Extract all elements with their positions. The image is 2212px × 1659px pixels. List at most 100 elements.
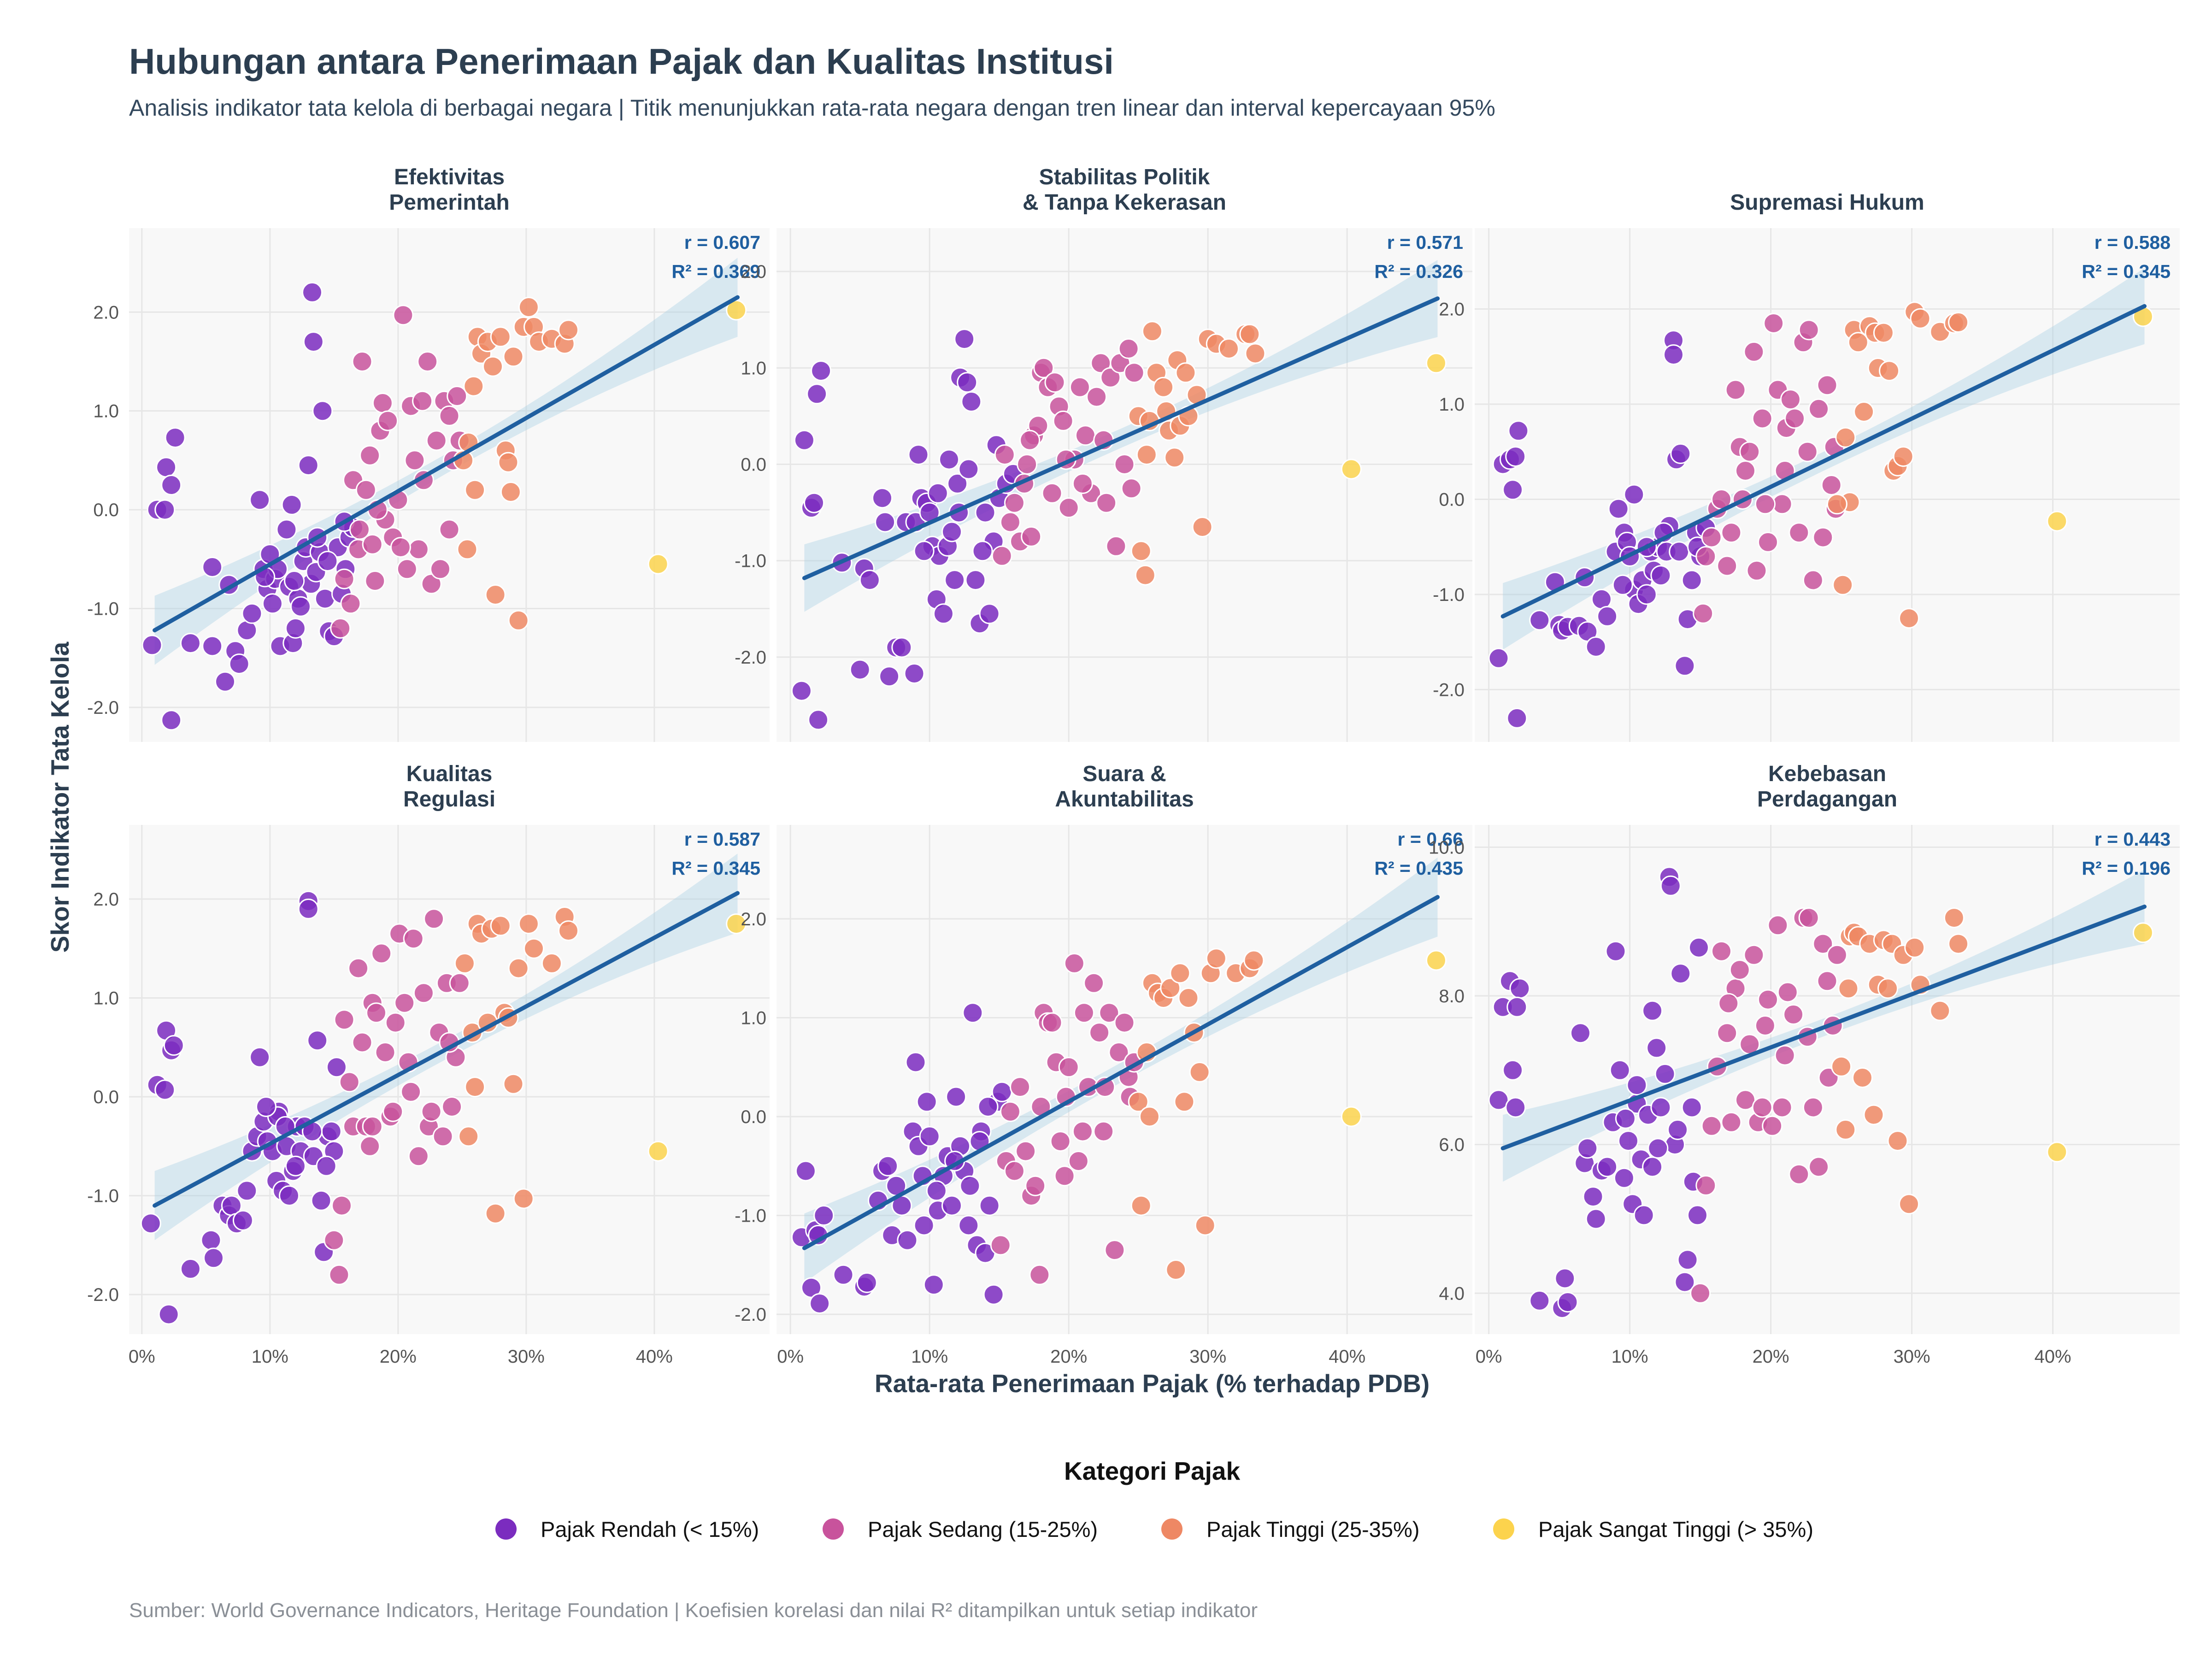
data-point[interactable] [875,512,896,533]
data-point[interactable] [1642,1156,1663,1177]
data-point[interactable] [939,449,959,470]
data-point[interactable] [1650,565,1671,586]
data-point[interactable] [1050,1131,1071,1152]
data-point[interactable] [1054,1165,1075,1187]
data-point[interactable] [158,1304,179,1325]
data-point[interactable] [165,427,186,448]
data-point[interactable] [1509,978,1530,999]
data-point[interactable] [558,920,579,941]
data-point[interactable] [1174,1091,1195,1112]
data-point[interactable] [977,1096,999,1117]
data-point[interactable] [1879,360,1900,382]
data-point[interactable] [1041,482,1063,504]
data-point[interactable] [806,383,828,405]
data-point[interactable] [1041,1012,1063,1033]
data-point[interactable] [1618,1130,1639,1152]
data-point[interactable] [317,551,338,572]
data-point[interactable] [961,391,982,412]
data-point[interactable] [371,943,392,964]
data-point[interactable] [421,1101,442,1122]
data-point[interactable] [180,633,201,654]
data-point[interactable] [959,1175,981,1196]
data-point[interactable] [359,445,381,466]
data-point[interactable] [1767,915,1788,936]
data-point[interactable] [795,1160,816,1182]
data-point[interactable] [1141,321,1163,342]
data-point[interactable] [465,1077,486,1098]
data-point[interactable] [791,680,812,701]
data-point[interactable] [808,709,829,730]
data-point[interactable] [1577,1138,1598,1159]
data-point[interactable] [276,519,297,540]
data-point[interactable] [944,570,965,591]
data-point[interactable] [1100,367,1121,388]
data-point[interactable] [1245,343,1266,364]
data-point[interactable] [908,444,929,465]
data-point[interactable] [1613,1167,1635,1188]
data-point[interactable] [1660,875,1681,896]
data-point[interactable] [1754,494,1776,515]
legend-item-high[interactable]: Pajak Tinggi (25-35%) [1161,1511,1419,1547]
data-point[interactable] [1130,541,1152,562]
data-point[interactable] [1505,1097,1526,1118]
data-point[interactable] [1693,603,1714,624]
data-point[interactable] [439,519,460,540]
data-point[interactable] [1752,408,1773,429]
data-point[interactable] [463,376,484,397]
data-point[interactable] [366,1002,387,1024]
data-point[interactable] [1128,1091,1149,1112]
data-point[interactable] [290,596,311,617]
data-point[interactable] [465,479,486,500]
data-point[interactable] [1502,1059,1524,1081]
data-point[interactable] [154,499,176,520]
data-point[interactable] [1106,535,1127,557]
data-point[interactable] [1175,362,1196,383]
data-point[interactable] [1743,944,1765,965]
data-point[interactable] [1670,443,1691,464]
data-point[interactable] [413,982,434,1004]
data-point[interactable] [859,570,880,591]
data-point[interactable] [352,351,373,372]
data-point[interactable] [249,1047,271,1068]
data-point[interactable] [1762,1115,1783,1136]
data-point[interactable] [1178,988,1199,1008]
data-point[interactable] [518,297,539,318]
data-point[interactable] [339,1071,360,1093]
data-point[interactable] [1654,1063,1676,1084]
data-point[interactable] [994,444,1015,465]
data-point[interactable] [647,553,669,575]
data-point[interactable] [991,545,1012,566]
data-point[interactable] [1729,959,1750,981]
data-point[interactable] [1877,978,1899,999]
data-point[interactable] [311,1190,332,1211]
data-point[interactable] [927,482,948,504]
data-point[interactable] [1808,398,1830,419]
data-point[interactable] [1943,907,1965,929]
data-point[interactable] [1557,1292,1578,1313]
data-point[interactable] [1771,1097,1793,1118]
data-point[interactable] [926,1180,947,1201]
data-point[interactable] [1612,574,1633,595]
data-point[interactable] [1239,324,1260,345]
data-point[interactable] [1667,1119,1688,1140]
data-point[interactable] [1243,950,1265,971]
data-point[interactable] [1108,1042,1130,1063]
data-point[interactable] [1802,570,1824,591]
data-point[interactable] [1136,444,1157,465]
data-point[interactable] [1609,1059,1630,1081]
data-point[interactable] [390,537,411,558]
legend-item-very-high[interactable]: Pajak Sangat Tinggi (> 35%) [1493,1511,1813,1547]
data-point[interactable] [340,593,361,614]
data-point[interactable] [1053,410,1074,431]
data-point[interactable] [355,479,377,500]
data-point[interactable] [1072,1121,1093,1142]
data-point[interactable] [1044,372,1065,393]
data-point[interactable] [482,356,503,377]
data-point[interactable] [324,1230,345,1251]
data-point[interactable] [1948,933,1969,954]
data-point[interactable] [500,482,521,502]
data-point[interactable] [1711,941,1732,962]
data-point[interactable] [404,450,425,471]
data-point[interactable] [913,541,935,562]
data-point[interactable] [1069,377,1090,398]
